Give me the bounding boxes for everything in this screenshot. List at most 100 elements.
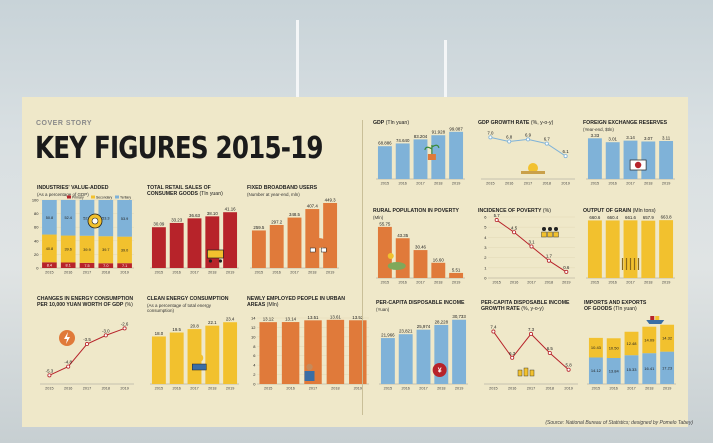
data-label: 660.6 xyxy=(589,215,601,220)
chart-title-text: INCIDENCE OF POVERTY xyxy=(478,208,542,214)
x-tick-label: 2017 xyxy=(627,387,635,391)
chart-broadband: FIXED BROADBAND USERS (Number at year-end… xyxy=(247,185,342,280)
data-label: 10.43 xyxy=(591,345,602,350)
chart-title-text: PER-CAPITA DISPOSABLE INCOME xyxy=(376,300,465,306)
data-label: 3.14 xyxy=(626,135,635,140)
data-label: 55.75 xyxy=(379,221,391,226)
x-tick-label: 2015 xyxy=(45,271,53,275)
y-tick-label: 4 xyxy=(253,363,256,368)
data-label: 6.1 xyxy=(563,149,570,154)
bar xyxy=(187,329,202,384)
legend: Primary Secondary Tertiary xyxy=(67,195,131,199)
chart-title: CLEAN ENERGY CONSUMPTION xyxy=(147,296,228,302)
x-tick-label: 2016 xyxy=(64,271,72,275)
data-label: 28,228 xyxy=(435,319,449,324)
x-tick-label: 2018 xyxy=(644,182,652,186)
bar xyxy=(641,220,656,278)
data-label: 23.4 xyxy=(226,317,235,322)
data-label: -2.6 xyxy=(121,321,129,326)
chart-retail: TOTAL RETAIL SALES OF CONSUMER GOODS (Tln… xyxy=(147,185,242,280)
chart-poverty-pop-svg: 2015 2016 2017 2018 2019 55.75 43.35 30.46 16.60… xyxy=(376,221,465,285)
data-label: 19.5 xyxy=(172,327,181,332)
data-label: 39.7 xyxy=(102,248,109,252)
source-note: (Source: National Bureau of Statistics; … xyxy=(545,420,693,426)
bar xyxy=(395,143,410,179)
bar xyxy=(659,140,674,179)
cloud-icon xyxy=(309,238,328,253)
chart-forex: FOREIGN EXCHANGE RESERVES (Year-end, $tln… xyxy=(583,120,678,190)
data-label: 25,974 xyxy=(417,324,431,329)
chart-gdp-growth-svg: 2015 2016 2017 2018 2019 7.0 6.8 6.9 6.7 6.1 xyxy=(481,130,575,186)
bar xyxy=(349,320,367,384)
data-label: 40.8 xyxy=(46,247,53,251)
legend-label: Tertiary xyxy=(120,195,131,199)
chart-title-line2: AREAS xyxy=(247,302,266,308)
chart-title: INCIDENCE OF POVERTY (%) xyxy=(478,208,551,214)
data-label: 13.51 xyxy=(308,315,320,320)
y-tick-label: 60 xyxy=(34,225,39,230)
data-label: 13.12 xyxy=(263,317,275,322)
x-tick-label: 2017 xyxy=(524,182,532,186)
x-tick-label: 2015 xyxy=(591,182,599,186)
x-tick-label: 2019 xyxy=(226,387,234,391)
bar xyxy=(380,338,395,384)
y-tick-label: 0 xyxy=(253,382,256,387)
data-label: 68.886 xyxy=(378,141,392,146)
data-label: 13.84 xyxy=(609,368,620,373)
data-label: 13.61 xyxy=(330,314,342,319)
bar-segment xyxy=(642,353,657,384)
coins-icon xyxy=(517,367,535,377)
y-tick-label: 100 xyxy=(32,198,39,203)
chart-subtitle-line2: consumption) xyxy=(147,308,175,313)
data-point xyxy=(488,135,493,140)
chart-retail-svg: 2015 2016 2017 2018 2019 30.09 33.23 36.63 38.10… xyxy=(150,207,239,275)
data-label: 297.2 xyxy=(271,220,283,225)
data-label: 38.10 xyxy=(207,211,219,216)
chart-title-line2: CONSUMER GOODS xyxy=(147,191,199,197)
x-tick-label: 2017 xyxy=(626,281,634,285)
data-label: 30.09 xyxy=(153,222,165,227)
bar xyxy=(251,230,266,268)
chart-title-text: NEWLY EMPLOYED PEOPLE IN URBAN xyxy=(247,296,345,302)
y-tick-label: 20 xyxy=(34,252,39,257)
wind-turbine-icon xyxy=(296,20,299,110)
bar-segment xyxy=(117,263,132,268)
bar-segment xyxy=(642,326,657,354)
bar xyxy=(151,336,166,384)
chart-income-growth-svg: 2015 2016 2017 2018 2019 7.4 6.3 7.3 6.5 5.8 xyxy=(484,325,578,391)
data-label: 5.51 xyxy=(452,267,461,272)
chart-unit: (Tln yuan) xyxy=(384,120,410,126)
data-label: 30,733 xyxy=(452,314,466,319)
data-label: 39.0 xyxy=(121,248,128,252)
x-tick-label: 2017 xyxy=(527,281,535,285)
data-label: 14.09 xyxy=(644,337,655,342)
bar xyxy=(326,319,345,384)
data-point xyxy=(507,139,512,144)
x-tick-label: 2019 xyxy=(120,271,128,275)
bar xyxy=(287,217,302,268)
chart-energy: CHANGES IN ENERGY CONSUMPTION PER 10,000 … xyxy=(37,296,137,391)
kicker: COVER STORY xyxy=(36,120,93,127)
data-label: 21,966 xyxy=(381,333,395,338)
bar xyxy=(413,250,428,278)
x-tick-label: 2018 xyxy=(308,271,316,275)
data-label: 83.204 xyxy=(414,134,428,139)
divider xyxy=(362,120,363,415)
x-tick-label: 2018 xyxy=(102,387,110,391)
chart-title-text: OUTPUT OF GRAIN xyxy=(583,208,632,214)
y-tick-label: 4 xyxy=(484,235,487,240)
x-tick-label: 2016 xyxy=(609,387,617,391)
data-label: 657.9 xyxy=(643,215,655,220)
ship-icon xyxy=(646,316,665,324)
worker-icon xyxy=(304,363,315,381)
data-label: 50.8 xyxy=(46,216,53,220)
data-label: 3.1 xyxy=(528,239,535,244)
bar xyxy=(187,218,202,268)
chart-title: PER-CAPITA DISPOSABLE INCOME xyxy=(376,300,464,306)
data-label: 259.5 xyxy=(253,225,265,230)
data-label: 3.01 xyxy=(608,137,617,142)
chart-title: OUTPUT OF GRAIN (Mln tons) xyxy=(583,208,656,214)
chart-title: GDP (Tln yuan) xyxy=(373,120,409,126)
gear-icon xyxy=(87,213,103,229)
data-label: 91.928 xyxy=(432,130,446,135)
